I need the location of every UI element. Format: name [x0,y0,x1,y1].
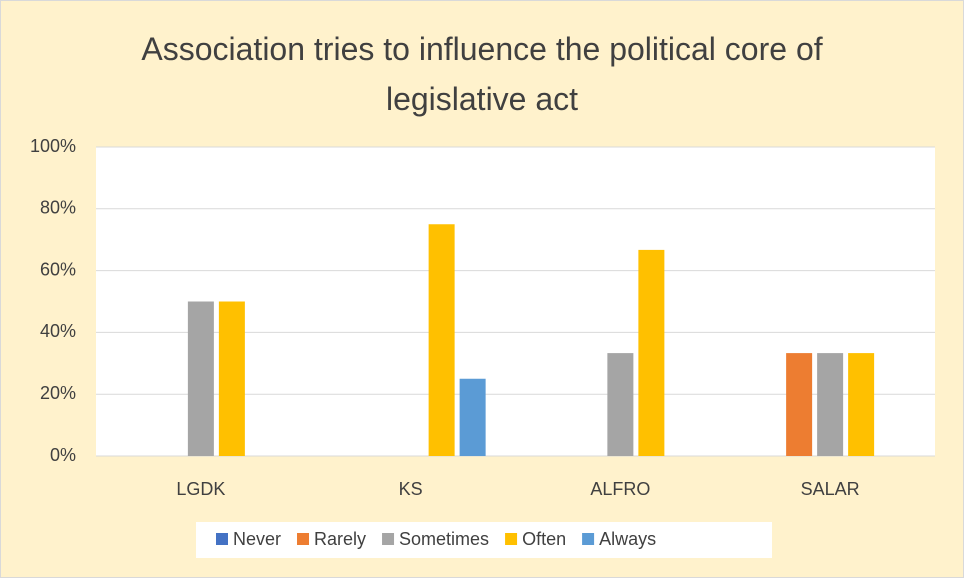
bar [218,301,245,456]
legend-swatch [216,533,228,545]
bar [428,224,455,456]
bar [187,301,214,456]
legend-swatch [505,533,518,545]
legend-label: Often [522,529,566,549]
y-tick-label: 20% [40,383,76,403]
x-tick-label: ALFRO [590,479,650,499]
legend-label: Never [233,529,281,549]
legend-box [196,522,772,558]
y-tick-label: 0% [50,445,76,465]
bar [817,353,844,456]
bar [848,353,875,456]
chart-title: Association tries to influence the polit… [141,31,823,117]
legend-label: Rarely [314,529,366,549]
x-tick-label: LGDK [176,479,225,499]
bar [607,353,634,456]
legend-label: Always [599,529,656,549]
bar [459,378,486,456]
legend-label: Sometimes [399,529,489,549]
bar [786,353,813,456]
bar [638,249,665,456]
y-tick-label: 100% [30,136,76,156]
legend-swatch [582,533,595,545]
y-tick-label: 60% [40,259,76,279]
y-tick-label: 40% [40,321,76,341]
y-tick-label: 80% [40,198,76,218]
legend-swatch [382,533,395,545]
x-tick-label: KS [399,479,423,499]
legend-swatch [297,533,310,545]
x-tick-label: SALAR [801,479,860,499]
